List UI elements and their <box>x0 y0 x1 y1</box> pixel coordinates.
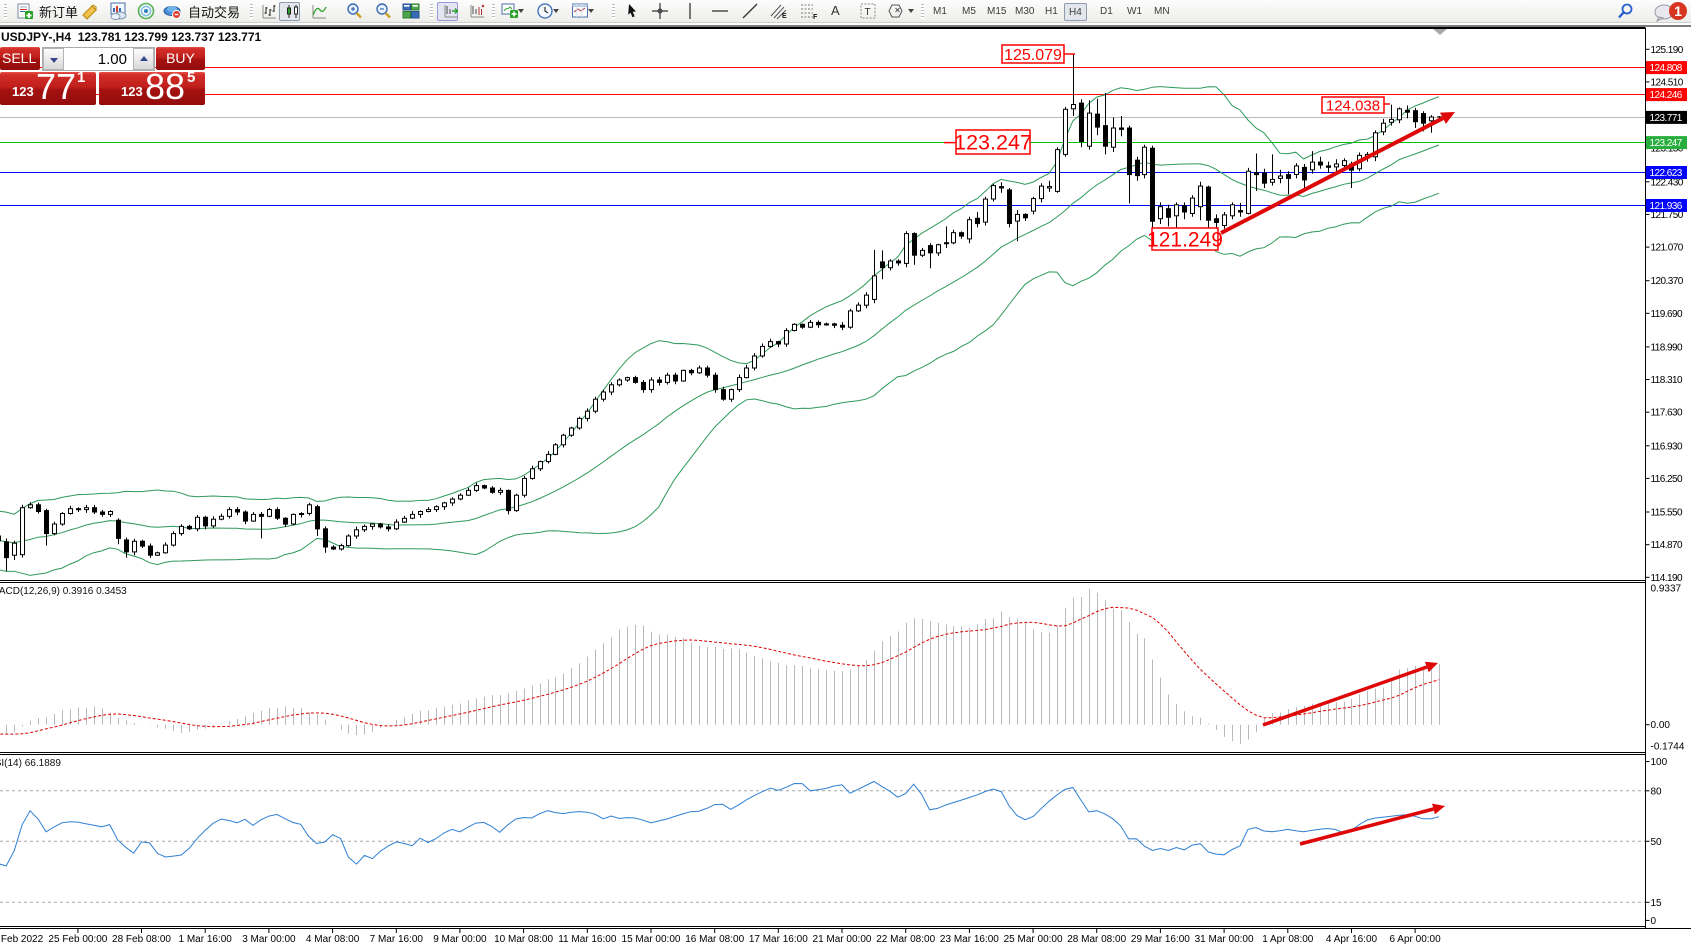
svg-text:121.070: 121.070 <box>1651 243 1684 254</box>
svg-text:114.870: 114.870 <box>1651 540 1684 551</box>
svg-text:50: 50 <box>1651 837 1663 848</box>
svg-text:29 Mar 16:00: 29 Mar 16:00 <box>1131 934 1190 945</box>
svg-text:124.510: 124.510 <box>1651 77 1684 88</box>
svg-text:4 Mar 08:00: 4 Mar 08:00 <box>306 934 360 945</box>
svg-text:0: 0 <box>1651 916 1657 927</box>
svg-text:121.750: 121.750 <box>1651 210 1684 221</box>
svg-text:11 Mar 16:00: 11 Mar 16:00 <box>558 934 617 945</box>
svg-text:0.9337: 0.9337 <box>1651 584 1682 595</box>
svg-text:123.130: 123.130 <box>1651 144 1684 155</box>
svg-text:21 Mar 00:00: 21 Mar 00:00 <box>813 934 872 945</box>
svg-text:F: F <box>813 14 818 20</box>
svg-text:E: E <box>782 13 787 20</box>
svg-text:118.990: 118.990 <box>1651 342 1684 353</box>
svg-text:1 Apr 08:00: 1 Apr 08:00 <box>1262 934 1314 945</box>
svg-text:116.930: 116.930 <box>1651 441 1684 452</box>
svg-text:24 Feb 2022: 24 Feb 2022 <box>0 934 44 945</box>
svg-text:7 Mar 16:00: 7 Mar 16:00 <box>370 934 424 945</box>
svg-text:17 Mar 16:00: 17 Mar 16:00 <box>749 934 808 945</box>
svg-text:1 Mar 16:00: 1 Mar 16:00 <box>179 934 233 945</box>
svg-text:31 Mar 00:00: 31 Mar 00:00 <box>1195 934 1254 945</box>
svg-text:80: 80 <box>1651 786 1663 797</box>
svg-text:125.079: 125.079 <box>1004 47 1062 64</box>
svg-text:16 Mar 08:00: 16 Mar 08:00 <box>685 934 744 945</box>
svg-text:RSI(14) 66.1889: RSI(14) 66.1889 <box>0 758 61 769</box>
svg-text:MACD(12,26,9) 0.3916 0.3453: MACD(12,26,9) 0.3916 0.3453 <box>0 586 127 597</box>
svg-text:10 Mar 08:00: 10 Mar 08:00 <box>494 934 553 945</box>
svg-text:121.936: 121.936 <box>1650 201 1683 212</box>
svg-text:123.247: 123.247 <box>954 131 1032 155</box>
svg-text:117.630: 117.630 <box>1651 408 1684 419</box>
svg-text:25 Feb 00:00: 25 Feb 00:00 <box>48 934 107 945</box>
svg-text:100: 100 <box>1651 757 1668 768</box>
svg-text:125.190: 125.190 <box>1651 45 1684 56</box>
svg-text:124.808: 124.808 <box>1650 63 1683 74</box>
svg-text:120.370: 120.370 <box>1651 276 1684 287</box>
svg-text:23 Mar 16:00: 23 Mar 16:00 <box>940 934 999 945</box>
svg-text:123.247: 123.247 <box>1650 138 1683 149</box>
svg-text:15: 15 <box>1651 898 1663 909</box>
svg-text:123.771: 123.771 <box>1650 113 1683 124</box>
svg-text:0.00: 0.00 <box>1651 720 1671 731</box>
svg-text:118.310: 118.310 <box>1651 375 1684 386</box>
svg-text:1: 1 <box>1674 3 1682 19</box>
svg-text:124.246: 124.246 <box>1650 90 1683 101</box>
svg-text:4 Apr 16:00: 4 Apr 16:00 <box>1326 934 1378 945</box>
svg-text:119.690: 119.690 <box>1651 309 1684 320</box>
svg-text:-0.1744: -0.1744 <box>1651 742 1685 753</box>
svg-text:122.623: 122.623 <box>1650 168 1683 179</box>
svg-text:T: T <box>865 7 871 18</box>
svg-text:28 Feb 08:00: 28 Feb 08:00 <box>112 934 171 945</box>
svg-text:9 Mar 00:00: 9 Mar 00:00 <box>433 934 487 945</box>
svg-text:122.430: 122.430 <box>1651 177 1684 188</box>
svg-text:25 Mar 00:00: 25 Mar 00:00 <box>1004 934 1063 945</box>
svg-text:22 Mar 08:00: 22 Mar 08:00 <box>876 934 935 945</box>
svg-text:15 Mar 00:00: 15 Mar 00:00 <box>622 934 681 945</box>
svg-text:6 Apr 00:00: 6 Apr 00:00 <box>1390 934 1442 945</box>
svg-text:114.190: 114.190 <box>1651 573 1684 584</box>
svg-text:116.250: 116.250 <box>1651 474 1684 485</box>
svg-text:28 Mar 08:00: 28 Mar 08:00 <box>1067 934 1126 945</box>
svg-text:3 Mar 00:00: 3 Mar 00:00 <box>242 934 296 945</box>
svg-text:124.038: 124.038 <box>1326 97 1380 114</box>
svg-text:121.249: 121.249 <box>1147 229 1223 252</box>
svg-text:115.550: 115.550 <box>1651 508 1684 519</box>
